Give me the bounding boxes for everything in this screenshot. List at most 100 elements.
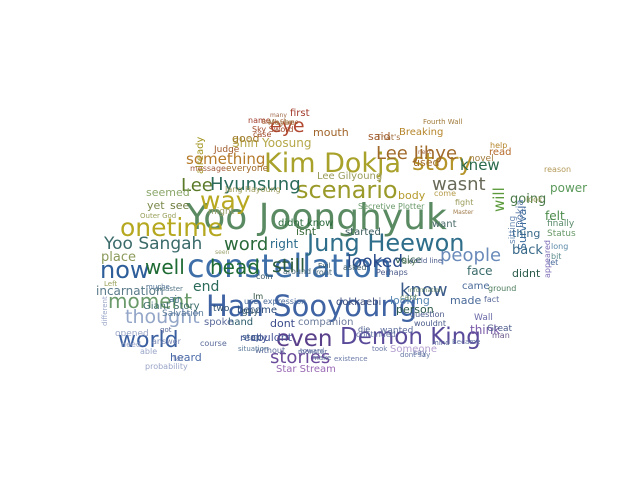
- word-cloud-word: novel: [469, 154, 494, 164]
- word-cloud-word: become: [237, 305, 278, 316]
- word-cloud-word: Han Sooyoung: [206, 289, 418, 323]
- word-cloud-word: sitting: [508, 215, 518, 244]
- word-cloud-word: reason: [544, 165, 572, 174]
- word-cloud-word: ground: [488, 284, 517, 293]
- word-cloud-word: Lee Jihye: [376, 143, 458, 164]
- word-cloud-word: mind: [432, 339, 450, 347]
- word-cloud-word: two: [213, 304, 230, 314]
- word-cloud-word: might: [208, 207, 235, 217]
- word-cloud-word: heard: [170, 351, 202, 364]
- word-cloud-word: spoke: [204, 317, 234, 328]
- word-cloud-word: Breaking: [399, 127, 444, 138]
- word-cloud-word: help: [490, 141, 508, 150]
- word-cloud-word: information: [408, 287, 443, 294]
- word-cloud-word: world line: [408, 257, 443, 265]
- word-cloud-word: message: [190, 164, 226, 173]
- word-cloud-word: didnt know: [278, 218, 334, 229]
- word-cloud-word: able: [140, 347, 158, 356]
- word-cloud-word: existence: [334, 355, 368, 363]
- word-cloud-word: Great: [487, 324, 513, 334]
- word-cloud-word: Status: [547, 229, 576, 239]
- word-cloud-word: wanted: [380, 326, 414, 336]
- word-cloud-word: Star Stream: [276, 364, 336, 375]
- word-cloud-word: wasnt: [432, 174, 486, 195]
- word-cloud-word: Jang Hayoung: [225, 185, 281, 194]
- word-cloud-word: Lee: [181, 175, 213, 196]
- word-cloud-word: probability: [145, 362, 188, 371]
- word-cloud-word: say: [413, 348, 427, 357]
- word-cloud-word: something: [186, 150, 266, 168]
- word-cloud-word: front: [313, 268, 333, 277]
- word-cloud-word: felt: [545, 209, 565, 223]
- word-cloud-word: Fourth Wall: [423, 118, 463, 126]
- word-cloud-word: continued: [356, 330, 396, 339]
- word-cloud-word: knew: [460, 156, 500, 174]
- word-cloud-word: fight: [455, 198, 474, 207]
- word-cloud-word: mouth: [313, 126, 349, 139]
- word-cloud-word: wouldnt: [414, 319, 447, 328]
- word-cloud-word: face: [467, 264, 493, 278]
- word-cloud-word: well: [145, 255, 185, 279]
- word-cloud-word: Demon King: [340, 324, 481, 350]
- word-cloud-word: Yoo Joonghyuk: [186, 197, 447, 238]
- word-cloud-word: opened: [115, 329, 149, 339]
- word-cloud-word: used: [413, 156, 440, 169]
- word-cloud-word: without: [255, 346, 286, 355]
- word-cloud-word: That's: [376, 133, 401, 142]
- word-cloud-word: Left: [104, 280, 118, 288]
- word-cloud-word: Perhaps: [376, 268, 408, 277]
- word-cloud-word: thing: [512, 227, 541, 240]
- word-cloud-word: said: [368, 130, 391, 143]
- word-cloud-word: cant: [400, 293, 418, 302]
- word-cloud-word: expression: [263, 297, 307, 306]
- word-cloud-word: back: [512, 243, 543, 258]
- word-cloud-word: Sky: [402, 257, 417, 266]
- word-cloud-word: Master: [453, 209, 474, 216]
- word-cloud-word: right: [270, 237, 299, 251]
- word-cloud-word: didnt: [512, 267, 541, 280]
- word-cloud-word: asked: [343, 263, 367, 272]
- word-cloud-word: head: [210, 255, 260, 279]
- word-cloud-word: course: [200, 339, 227, 348]
- word-cloud-word: body: [398, 189, 426, 202]
- word-cloud-word: come: [434, 189, 457, 198]
- word-cloud-word: disaster: [155, 285, 183, 293]
- word-cloud-word: many: [270, 112, 287, 119]
- word-cloud-word: story: [412, 148, 473, 176]
- word-cloud-word: far: [173, 354, 185, 363]
- word-cloud-word: Judge: [214, 145, 240, 155]
- word-cloud-word: guy: [242, 307, 259, 317]
- word-cloud-word: even: [276, 326, 333, 352]
- word-cloud-word: Shin Yoosung: [232, 136, 312, 150]
- word-cloud-word: read: [489, 147, 512, 158]
- word-cloud-word: word: [224, 234, 269, 255]
- word-cloud-word: looked: [347, 252, 404, 272]
- word-cloud-word: incarnation: [96, 284, 164, 298]
- word-cloud-word: really: [240, 333, 268, 344]
- word-cloud-word: thought: [125, 306, 200, 328]
- word-cloud-word: name: [248, 116, 271, 125]
- word-cloud-word: made: [450, 294, 482, 307]
- word-cloud-word: muche: [146, 283, 170, 291]
- word-cloud-word: Kim Dokja: [264, 148, 402, 179]
- word-cloud-word: came: [462, 281, 490, 292]
- word-cloud-word: stories: [270, 347, 331, 368]
- word-cloud-word: finally: [547, 219, 575, 229]
- word-cloud-word: Sky Sword: [252, 125, 294, 134]
- word-cloud-word: eye: [270, 115, 305, 137]
- word-cloud-word: bit: [551, 252, 562, 261]
- word-cloud-word: dokkaebi: [336, 297, 382, 308]
- word-cloud-word: Maybe: [268, 118, 295, 127]
- word-cloud-word: Im: [253, 292, 264, 301]
- word-cloud-word: took: [372, 345, 388, 353]
- word-cloud-word: die: [358, 325, 371, 334]
- word-cloud-word: different: [101, 296, 109, 326]
- word-cloud-word: looking: [390, 294, 430, 307]
- word-cloud-word: end: [193, 279, 220, 295]
- word-cloud-word: yet: [147, 199, 165, 212]
- word-cloud-word: world: [118, 328, 179, 353]
- word-cloud-word: constellation: [187, 247, 393, 285]
- word-cloud-word: Black Flame: [262, 119, 299, 126]
- word-cloud-word: Lee Gilyoung: [317, 171, 383, 182]
- word-cloud-word: person: [396, 303, 434, 316]
